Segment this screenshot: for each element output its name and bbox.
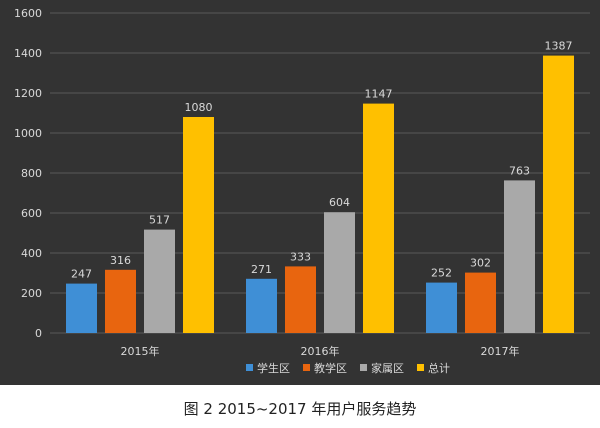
bar — [504, 180, 535, 333]
y-tick-label: 0 — [35, 327, 42, 340]
bar — [285, 266, 316, 333]
data-label: 252 — [431, 267, 452, 280]
bar — [105, 269, 136, 333]
data-label: 333 — [290, 250, 311, 263]
data-labels: 247 316 517 1080 271 333 604 1147 252 302 763 1387 — [71, 40, 573, 281]
legend-swatch — [246, 364, 253, 371]
data-label: 1080 — [185, 101, 213, 114]
data-label: 1147 — [365, 88, 393, 101]
data-label: 517 — [149, 214, 170, 227]
data-label: 1387 — [545, 40, 573, 53]
legend: 学生区 教学区 家属区 总计 — [246, 361, 450, 375]
y-tick-label: 1000 — [14, 127, 42, 140]
y-tick-label: 1400 — [14, 47, 42, 60]
data-label: 316 — [110, 254, 131, 267]
bar — [246, 278, 277, 333]
bar — [363, 103, 394, 333]
bar — [543, 55, 574, 333]
bar — [144, 229, 175, 333]
y-tick-label: 1600 — [14, 7, 42, 20]
legend-swatch — [417, 364, 424, 371]
data-label: 302 — [470, 257, 491, 270]
gridlines — [50, 12, 590, 334]
bar — [66, 283, 97, 333]
x-tick-label: 2016年 — [301, 344, 340, 358]
figure-caption: 图 2 2015~2017 年用户服务趋势 — [183, 400, 417, 418]
legend-label: 总计 — [428, 361, 450, 375]
bar — [426, 282, 457, 333]
data-label: 763 — [509, 164, 530, 177]
x-tick-label: 2017年 — [481, 344, 520, 358]
y-tick-label: 200 — [21, 287, 42, 300]
legend-label: 家属区 — [371, 361, 404, 375]
x-tick-label: 2015年 — [121, 344, 160, 358]
bar — [183, 117, 214, 333]
legend-label: 教学区 — [314, 361, 347, 375]
bar-chart: 0 200 400 600 800 1000 1200 1400 1600 247 316 517 1… — [0, 0, 600, 385]
bar — [465, 272, 496, 333]
y-axis-tick-labels: 0 200 400 600 800 1000 1200 1400 1600 — [14, 7, 42, 340]
legend-swatch — [360, 364, 367, 371]
y-tick-label: 400 — [21, 247, 42, 260]
legend-label: 学生区 — [257, 361, 290, 375]
bars — [66, 55, 574, 333]
legend-swatch — [303, 364, 310, 371]
y-tick-label: 800 — [21, 167, 42, 180]
data-label: 271 — [251, 263, 272, 276]
data-label: 247 — [71, 268, 92, 281]
x-axis-tick-labels: 2015年 2016年 2017年 — [121, 344, 520, 358]
bar — [324, 212, 355, 333]
data-label: 604 — [329, 196, 350, 209]
y-tick-label: 1200 — [14, 87, 42, 100]
y-tick-label: 600 — [21, 207, 42, 220]
